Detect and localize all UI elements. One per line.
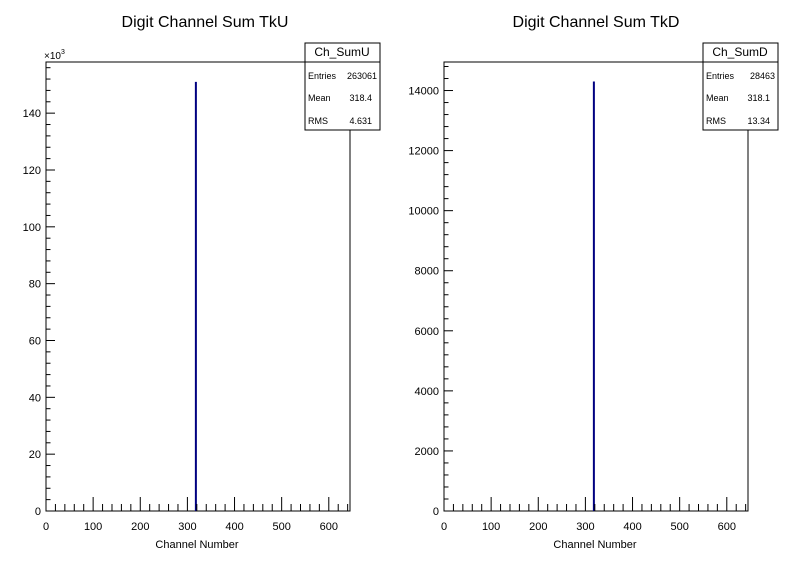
x-axis-ticks-right: 0 100 200 300 400 500 600 — [441, 497, 747, 533]
y-axis-ticks-left: 0 20 40 60 80 100 120 140 — [23, 67, 55, 518]
y-tick-label: 2000 — [415, 446, 439, 458]
x-tick-label: 400 — [225, 521, 243, 533]
y-tick-label: 140 — [23, 108, 41, 120]
stats-label: Entries — [706, 71, 735, 81]
x-tick-label: 300 — [178, 521, 196, 533]
plot-frame-left — [45, 61, 351, 512]
x-axis-label-right: Channel Number — [553, 539, 636, 551]
y-tick-label: 6000 — [415, 326, 439, 338]
x-tick-label: 100 — [482, 521, 500, 533]
stats-value: 28463 — [750, 71, 775, 81]
stats-label: RMS — [706, 116, 726, 126]
y-multiplier-exp: 3 — [61, 49, 65, 56]
chart-title-right: Digit Channel Sum TkD — [513, 14, 680, 31]
y-tick-label: 20 — [29, 449, 41, 461]
y-tick-label: 8000 — [415, 266, 439, 278]
x-tick-label: 0 — [441, 521, 447, 533]
stats-label: RMS — [308, 116, 328, 126]
x-tick-label: 0 — [43, 521, 49, 533]
stats-name-right: Ch_SumD — [712, 45, 768, 59]
x-tick-label: 200 — [529, 521, 547, 533]
pad-right: Digit Channel Sum TkD 0 100 200 300 400 500 60… — [408, 14, 779, 551]
y-axis-ticks-right: 0 2000 4000 6000 8000 10000 12000 14000 — [408, 66, 453, 518]
y-tick-label: 120 — [23, 165, 41, 177]
stats-box-right: Ch_SumD Entries 28463 Mean 318.1 RMS 13.… — [702, 42, 779, 131]
y-tick-label: 40 — [29, 392, 41, 404]
stats-value: 13.34 — [747, 116, 770, 126]
x-tick-label: 400 — [623, 521, 641, 533]
stats-value: 318.1 — [747, 93, 770, 103]
stats-label: Entries — [308, 71, 337, 81]
stats-value: 318.4 — [349, 93, 372, 103]
pad-left: Digit Channel Sum TkU ×103 0 100 200 300 400… — [23, 14, 381, 551]
y-multiplier-left: ×103 — [44, 49, 65, 62]
y-tick-label: 80 — [29, 279, 41, 291]
y-tick-label: 60 — [29, 335, 41, 347]
y-tick-label: 0 — [35, 506, 41, 518]
y-tick-label: 14000 — [408, 86, 439, 98]
y-multiplier-base: ×10 — [44, 51, 61, 62]
stats-label: Mean — [706, 93, 729, 103]
plot-frame-right — [443, 61, 749, 512]
x-tick-label: 600 — [718, 521, 736, 533]
y-tick-label: 100 — [23, 222, 41, 234]
stats-value: 263061 — [347, 71, 377, 81]
y-tick-label: 0 — [433, 506, 439, 518]
x-axis-ticks-left: 0 100 200 300 400 500 600 — [43, 497, 349, 533]
x-tick-label: 200 — [131, 521, 149, 533]
chart-title-left: Digit Channel Sum TkU — [122, 14, 289, 31]
x-tick-label: 600 — [320, 521, 338, 533]
x-tick-label: 500 — [670, 521, 688, 533]
stats-label: Mean — [308, 93, 331, 103]
y-tick-label: 12000 — [408, 146, 439, 158]
stats-box-left: Ch_SumU Entries 263061 Mean 318.4 RMS 4.… — [304, 42, 381, 131]
stats-value: 4.631 — [349, 116, 372, 126]
x-tick-label: 100 — [84, 521, 102, 533]
x-tick-label: 500 — [272, 521, 290, 533]
x-tick-label: 300 — [576, 521, 594, 533]
x-axis-label-left: Channel Number — [155, 539, 238, 551]
y-tick-label: 10000 — [408, 206, 439, 218]
stats-name-left: Ch_SumU — [314, 45, 369, 59]
y-tick-label: 4000 — [415, 386, 439, 398]
